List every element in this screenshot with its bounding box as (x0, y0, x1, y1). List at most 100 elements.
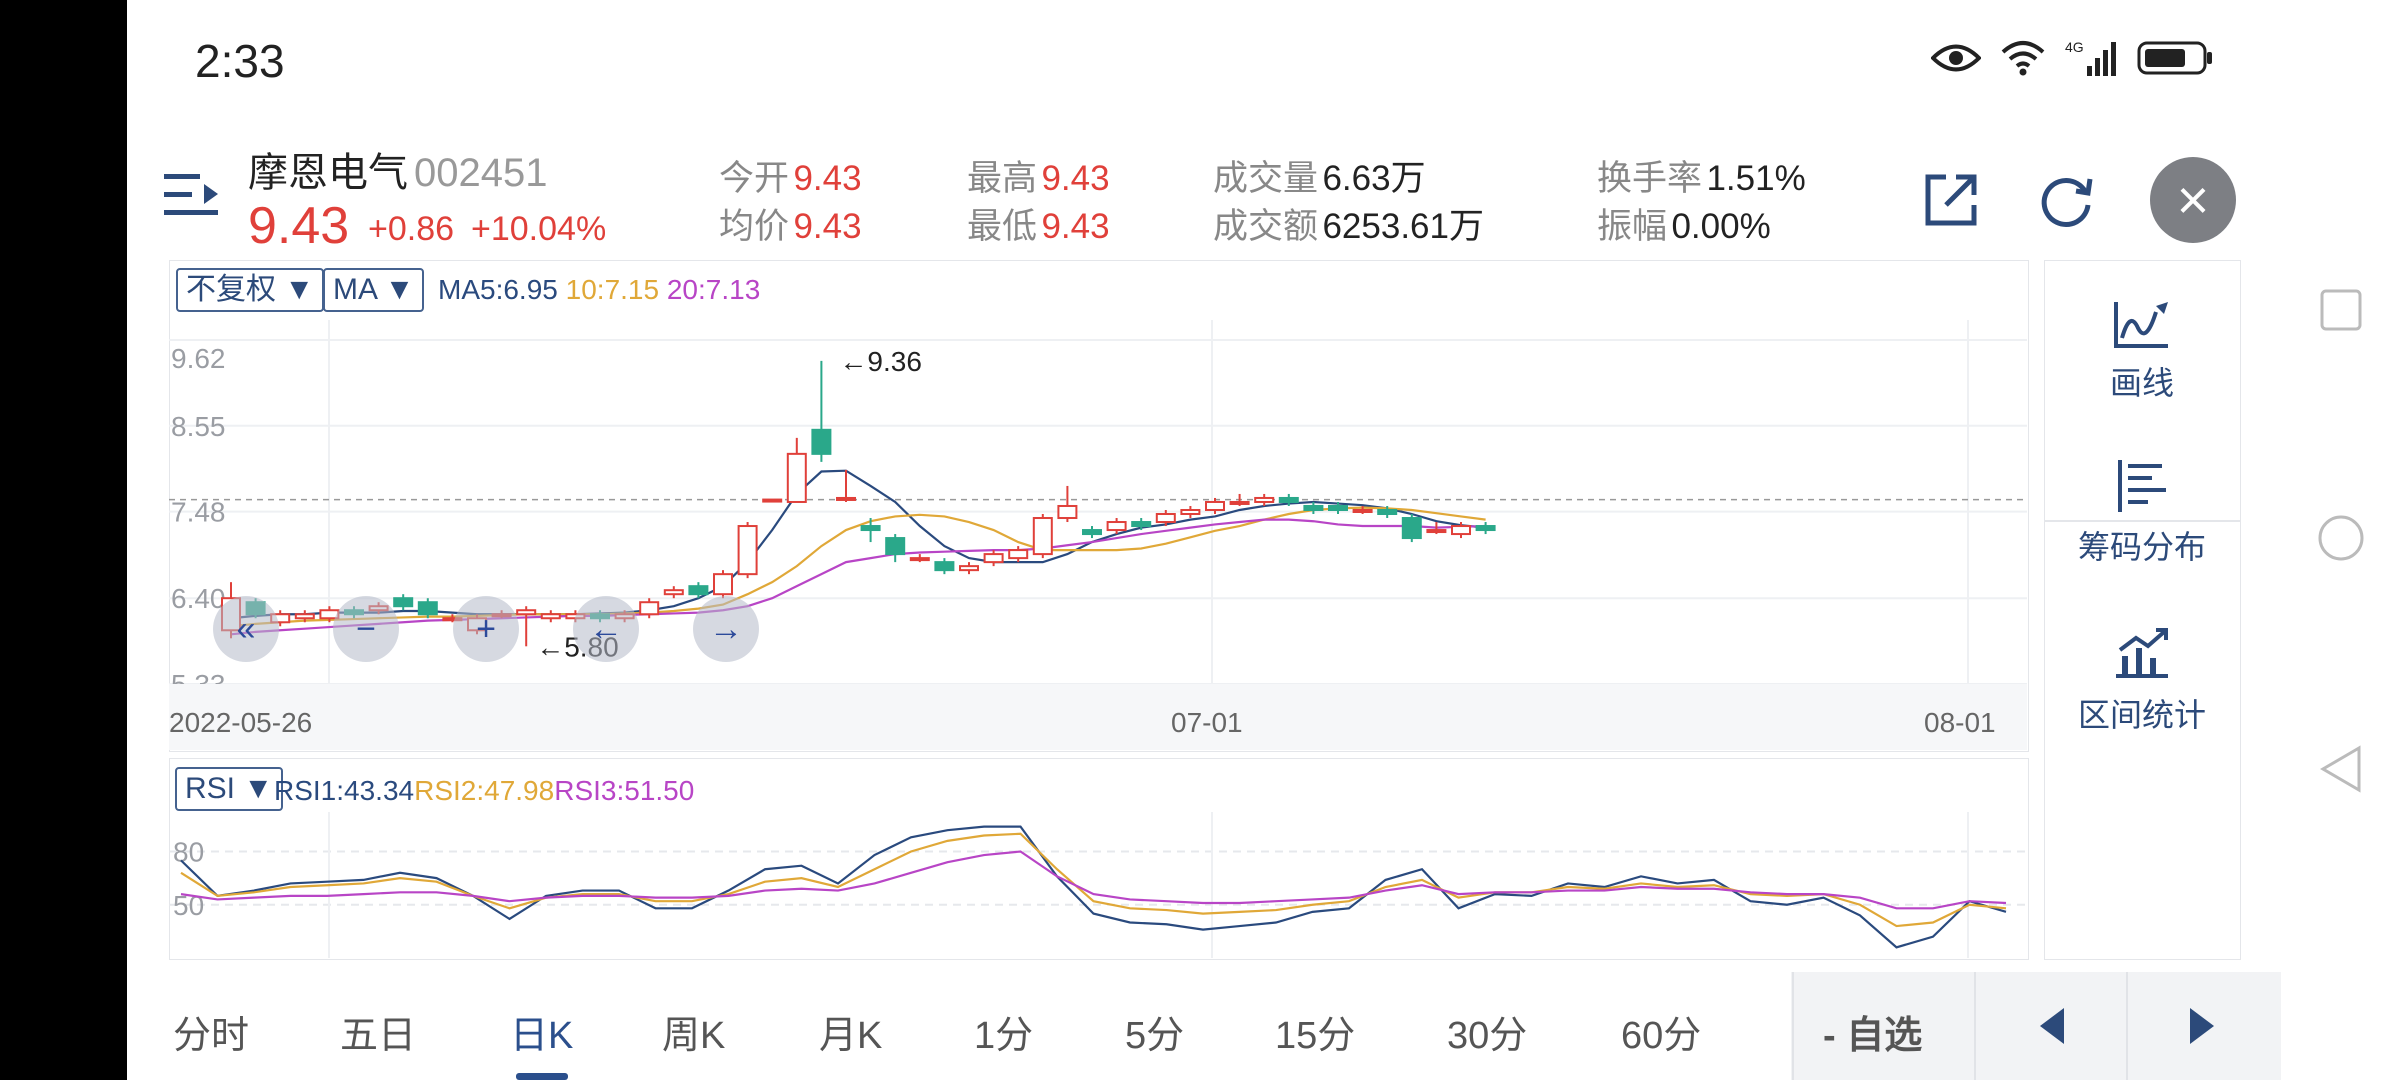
y-tick-label: 6.40 (171, 583, 226, 614)
rsi-y-tick-label: 80 (173, 837, 204, 868)
tab-60min[interactable]: 60分 (1621, 1015, 1702, 1057)
ma-legend: MA5:6.95 10:7.15 20:7.13 (438, 274, 760, 306)
candle-body (1155, 513, 1176, 524)
tab-five-day[interactable]: 五日 (340, 1015, 417, 1057)
zoom-in-button[interactable]: + (453, 596, 519, 662)
rsi2-legend: RSI2:47.98 (414, 775, 555, 806)
candle-body (1328, 504, 1348, 511)
tool-chip-distribution[interactable]: 筹码分布 (2045, 458, 2239, 568)
tab-1min[interactable]: 1分 (974, 1015, 1034, 1057)
tool-label: 区间统计 (2077, 697, 2206, 733)
candle-body (393, 597, 414, 608)
quote-value: 9.43 (793, 207, 862, 246)
share-external-icon[interactable] (1922, 171, 1980, 229)
candle-body (1008, 549, 1029, 560)
candle-body (1106, 521, 1127, 532)
chip-distribution-icon (2118, 460, 2166, 512)
ma10-legend: 10:7.15 (565, 274, 660, 305)
menu-icon[interactable] (162, 170, 220, 220)
tab-day-k[interactable]: 日K (510, 1015, 574, 1057)
quote-value: 1.51% (1706, 159, 1806, 198)
candle-body (663, 589, 684, 596)
tool-line-draw[interactable]: 画线 (2045, 298, 2239, 404)
candle-body (1475, 525, 1496, 532)
range-stats-icon (2116, 628, 2168, 678)
stock-name: 摩恩电气 (248, 151, 408, 195)
tab-5min[interactable]: 5分 (1125, 1015, 1185, 1057)
divider (1792, 972, 1794, 1080)
quote-high: 最高 9.43 (967, 150, 1110, 201)
candle-body (737, 525, 758, 576)
stock-code: 002451 (414, 151, 548, 195)
candle-body (1254, 496, 1275, 503)
scroll-left-fast-button[interactable]: « (213, 596, 279, 662)
tab-30min[interactable]: 30分 (1447, 1015, 1528, 1057)
rsi3-legend: RSI3:51.50 (554, 775, 695, 806)
stock-change-pct: +10.04% (471, 210, 607, 248)
prev-stock-icon[interactable] (2036, 1006, 2066, 1046)
back-icon[interactable] (2319, 744, 2363, 794)
ma5-legend: MA5:6.95 (438, 274, 558, 305)
next-stock-icon[interactable] (2188, 1006, 2218, 1046)
candle-body (1082, 529, 1102, 536)
refresh-icon[interactable] (2036, 171, 2096, 229)
candle-body (417, 601, 438, 616)
candle-body (909, 557, 930, 562)
home-icon[interactable] (2317, 514, 2365, 562)
candle-body (688, 585, 709, 596)
quote-label: 今开 (719, 159, 790, 198)
tab-month-k[interactable]: 月K (819, 1015, 883, 1057)
x-tick-label: 07-01 (1171, 707, 1243, 738)
candle-body (983, 553, 1004, 564)
system-nav-bar (2281, 0, 2400, 1080)
eye-icon (1931, 44, 1981, 72)
fuquan-select[interactable]: 不复权 ▼ (176, 268, 325, 312)
y-tick-label: 8.55 (171, 411, 226, 442)
y-tick-label: 9.62 (171, 343, 226, 374)
tab-fenshi[interactable]: 分时 (173, 1015, 250, 1057)
y-tick-label: 7.48 (171, 497, 226, 528)
quote-value: 6.63万 (1322, 159, 1426, 198)
quote-avg: 均价 9.43 (719, 198, 862, 249)
ma20-legend: 20:7.13 (666, 274, 761, 305)
scroll-left-button[interactable]: ← (573, 596, 639, 662)
candle-body (639, 601, 660, 616)
ma-line-20 (230, 518, 1486, 636)
candle-body (811, 428, 832, 455)
quote-label: 换手率 (1597, 159, 1703, 198)
rsi-legend: RSI1:43.34RSI2:47.98RSI3:51.50 (274, 775, 694, 807)
tab-week-k[interactable]: 周K (662, 1015, 726, 1057)
sidebar-divider (2044, 520, 2241, 522)
recents-icon[interactable] (2319, 288, 2363, 332)
rsi1-legend: RSI1:43.34 (274, 775, 415, 806)
quote-turnover-amount: 成交额 6253.61万 (1213, 198, 1484, 249)
rsi-line-RSI1 (180, 825, 2007, 949)
quote-label: 最高 (967, 159, 1038, 198)
scroll-right-button[interactable]: → (693, 596, 759, 662)
indicator-select[interactable]: MA ▼ (323, 268, 425, 312)
quote-value: 6253.61万 (1322, 207, 1484, 246)
quote-open: 今开 9.43 (719, 150, 862, 201)
candle-body (713, 573, 733, 596)
high-annotation: ←9.36 (839, 346, 922, 377)
active-tab-indicator (516, 1073, 568, 1080)
tool-range-stats[interactable]: 区间统计 (2045, 626, 2239, 736)
watchlist-button[interactable]: - 自选 (1823, 1015, 1923, 1057)
quote-low: 最低 9.43 (967, 198, 1110, 249)
candle-body (934, 561, 955, 572)
kline-chart[interactable]: 9.628.557.486.405.332022-05-2607-0108-01… (169, 320, 2027, 750)
candle-body (294, 613, 315, 620)
zoom-out-button[interactable]: − (333, 596, 399, 662)
rsi-select[interactable]: RSI ▼ (175, 767, 284, 811)
tool-label: 筹码分布 (2077, 529, 2206, 565)
ma-line-MA5 (230, 469, 1486, 620)
close-button[interactable]: × (2150, 157, 2236, 243)
signal-4g-icon: 4G (2065, 39, 2116, 76)
candle-body (540, 613, 561, 620)
rsi-line-RSI2 (180, 832, 2007, 928)
kline-panel (169, 260, 2029, 752)
candle-body (516, 609, 537, 616)
tab-15min[interactable]: 15分 (1275, 1015, 1356, 1057)
candle-body (1205, 500, 1225, 511)
